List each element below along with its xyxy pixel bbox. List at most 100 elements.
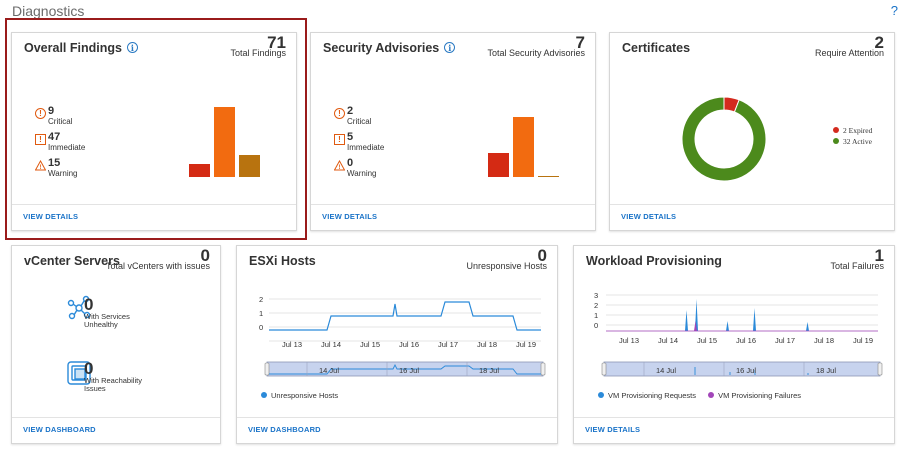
svg-text:!: !: [40, 165, 42, 171]
vm-requests-series: [685, 299, 809, 331]
view-details-link[interactable]: VIEW DETAILS: [311, 204, 595, 230]
svg-text:!: !: [339, 165, 341, 171]
immediate-bar: [513, 117, 534, 177]
reachability-count: 0: [84, 359, 94, 378]
y-tick: 0: [259, 323, 263, 332]
card-title: Overall Findings i: [24, 41, 138, 55]
warning-icon: !: [333, 159, 346, 171]
legend-vm-requests: VM Provisioning Requests: [608, 391, 696, 400]
warning-count: 15: [48, 157, 61, 169]
x-tick: Jul 13: [282, 340, 302, 349]
card-title: Workload Provisioning: [586, 254, 722, 268]
critical-icon: !: [334, 108, 345, 119]
workload-provisioning-card[interactable]: Workload Provisioning 1 Total Failures 3…: [573, 245, 895, 444]
nav-tick: 14 Jul: [319, 366, 339, 375]
x-tick: Jul 17: [775, 336, 795, 345]
immediate-stat: ! 47 Immediate: [35, 131, 86, 152]
legend-active: 32 Active: [833, 136, 872, 147]
total-count: 71: [267, 33, 286, 52]
unresponsive-hosts-chart: 2 1 0 Jul 13 Jul 14 Jul 15 Jul 16 Jul 17…: [259, 295, 546, 377]
view-dashboard-link[interactable]: VIEW DASHBOARD: [237, 417, 557, 443]
card-title: vCenter Servers: [24, 254, 120, 268]
chart-legend: Unresponsive Hosts: [261, 391, 338, 400]
x-tick: Jul 19: [853, 336, 873, 345]
reachability-label-2: Issues: [84, 384, 106, 393]
x-tick: Jul 15: [360, 340, 380, 349]
total-label: Total Security Advisories: [487, 48, 585, 58]
x-tick: Jul 15: [697, 336, 717, 345]
x-tick: Jul 14: [321, 340, 341, 349]
view-dashboard-link[interactable]: VIEW DASHBOARD: [12, 417, 220, 443]
chart-legend: VM Provisioning Requests VM Provisioning…: [598, 391, 801, 400]
y-tick: 1: [594, 311, 598, 320]
legend-expired: 2 Expired: [833, 125, 872, 136]
warning-label: Warning: [347, 169, 377, 178]
total-count: 0: [537, 246, 547, 265]
x-tick: Jul 13: [619, 336, 639, 345]
warning-stat: ! 15 Warning: [34, 157, 78, 178]
x-tick: Jul 18: [477, 340, 497, 349]
range-navigator[interactable]: 14 Jul 16 Jul 18 Jul: [601, 361, 883, 377]
reachability-label: With Reachability: [84, 376, 142, 385]
security-advisories-card[interactable]: Security Advisories i 7 Total Security Ad…: [310, 32, 596, 231]
info-icon[interactable]: i: [126, 42, 138, 53]
certificates-donut-chart: [681, 96, 767, 182]
y-tick: 0: [594, 321, 598, 330]
services-icon: [67, 295, 91, 320]
active-slice: [681, 96, 767, 182]
total-count: 0: [200, 246, 210, 265]
services-count: 0: [84, 295, 94, 314]
total-label: Unresponsive Hosts: [466, 261, 547, 271]
view-details-link[interactable]: VIEW DETAILS: [12, 204, 296, 230]
services-label-2: Unhealthy: [84, 320, 118, 329]
page-title: Diagnostics: [12, 3, 85, 19]
total-label: Total Findings: [230, 48, 286, 58]
immediate-icon: !: [334, 134, 345, 145]
y-tick: 2: [594, 301, 598, 310]
vcenter-servers-card[interactable]: vCenter Servers 0 Total vCenters with is…: [11, 245, 221, 444]
services-stat: 0 With Services Unhealthy: [70, 296, 130, 329]
x-tick: Jul 18: [814, 336, 834, 345]
immediate-label: Immediate: [347, 143, 385, 152]
esxi-hosts-card[interactable]: ESXi Hosts 0 Unresponsive Hosts 2 1 0 Ju…: [236, 245, 558, 444]
card-title: Certificates: [622, 41, 691, 55]
x-tick: Jul 16: [399, 340, 419, 349]
nav-tick: 16 Jul: [399, 366, 419, 375]
nav-tick: 18 Jul: [816, 366, 836, 375]
critical-bar: [189, 163, 210, 177]
reachability-icon: [67, 361, 91, 385]
critical-label: Critical: [48, 117, 73, 126]
vm-failures-series: [694, 321, 697, 331]
provisioning-chart: 3 2 1 0 Jul 13 Jul 14 Jul 15 Jul 16 Jul …: [594, 291, 883, 377]
total-label: Total vCenters with issues: [105, 261, 210, 271]
critical-bar: [488, 153, 509, 177]
critical-label: Critical: [347, 117, 372, 126]
legend-vm-failures: VM Provisioning Failures: [718, 391, 802, 400]
card-title: Security Advisories i: [323, 41, 456, 55]
y-tick: 3: [594, 291, 598, 300]
critical-count: 2: [347, 105, 354, 117]
nav-tick: 18 Jul: [479, 366, 499, 375]
range-navigator[interactable]: 14 Jul 16 Jul 18 Jul: [264, 361, 546, 377]
view-details-link[interactable]: VIEW DETAILS: [574, 417, 894, 443]
help-icon[interactable]: ?: [890, 3, 898, 18]
card-selection-outline: [5, 18, 307, 240]
certificates-card[interactable]: Certificates 2 Require Attention 2 Expir…: [609, 32, 895, 231]
warning-icon: !: [34, 159, 47, 171]
services-label: With Services: [84, 312, 130, 321]
immediate-count: 47: [48, 131, 61, 143]
info-icon[interactable]: i: [444, 42, 456, 53]
immediate-label: Immediate: [48, 143, 86, 152]
critical-count: 9: [48, 105, 55, 117]
nav-tick: 14 Jul: [656, 366, 676, 375]
reachability-stat: 0 With Reachability Issues: [70, 360, 142, 393]
critical-stat: ! 9 Critical: [35, 105, 73, 126]
warning-count: 0: [347, 157, 354, 169]
legend-unresponsive-hosts: Unresponsive Hosts: [271, 391, 339, 400]
view-details-link[interactable]: VIEW DETAILS: [610, 204, 894, 230]
overall-findings-card[interactable]: Overall Findings i 71 Total Findings ! 9 …: [11, 32, 297, 231]
immediate-icon: !: [35, 134, 46, 145]
warning-stat: ! 0 Warning: [333, 157, 377, 178]
total-count: 2: [874, 33, 884, 52]
total-label: Total Failures: [830, 261, 884, 271]
